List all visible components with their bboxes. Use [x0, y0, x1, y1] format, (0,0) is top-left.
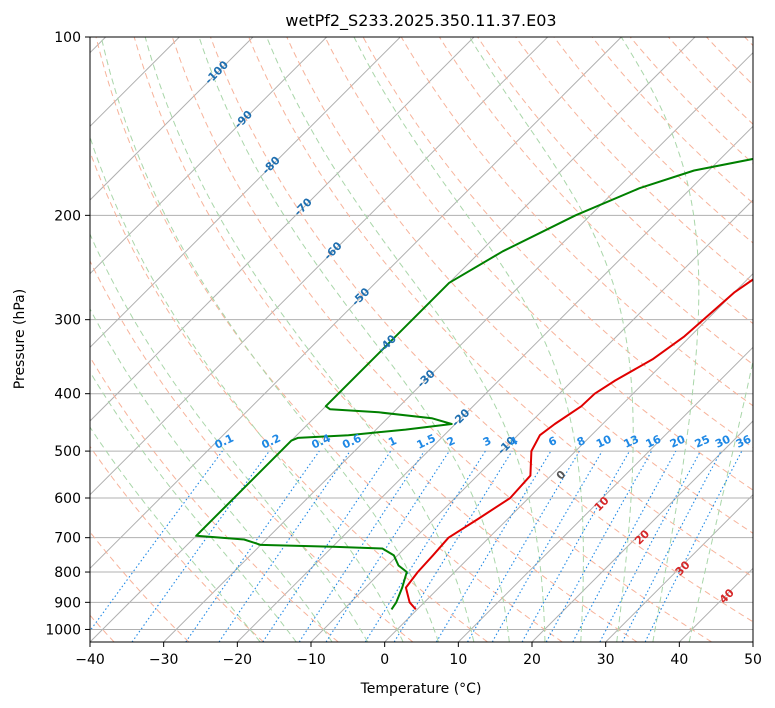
mixing-ratio-line-0.6: [218, 450, 351, 642]
isotherm--50: [90, 37, 622, 570]
dry-adiabat-40: [171, 37, 712, 642]
dry-adiabat-30: [133, 37, 638, 642]
y-tick-label: 100: [54, 30, 81, 46]
chart-title: wetPf2_S233.2025.350.11.37.E03: [285, 11, 556, 31]
mixing-ratio-line-0.4: [185, 450, 320, 642]
y-tick-label: 1000: [45, 622, 81, 638]
x-tick-label: 20: [523, 652, 541, 668]
x-tick-label: 40: [670, 652, 688, 668]
plot-frame: [89, 36, 754, 643]
y-tick-label: 200: [54, 208, 81, 224]
moist-adiabat-20: [266, 37, 546, 642]
isotherm--60: [90, 37, 549, 496]
mixing-ratio-line-1.5: [298, 450, 425, 642]
x-tick-label: −40: [75, 652, 105, 668]
y-tick-label: 700: [54, 531, 81, 547]
mixing-ratio-line-16: [545, 450, 653, 642]
x-tick-label: 10: [449, 652, 467, 668]
mixing-ratio-label: 10: [594, 432, 614, 450]
mixing-ratio-label: 20: [668, 432, 688, 450]
isotherm-30: [605, 493, 753, 642]
dry-adiabat-70: [286, 37, 753, 534]
moist-adiabat-5: [100, 37, 439, 642]
x-tick-label: −30: [149, 652, 179, 668]
mixing-ratio-label: 36: [734, 432, 754, 450]
dry-adiabat-80: [324, 37, 753, 491]
moist-adiabat-35: [620, 37, 700, 642]
isotherm--80: [90, 37, 401, 349]
dry-adiabat--10: [90, 356, 339, 642]
isotherm--20: [236, 125, 753, 642]
isotherm--30: [163, 51, 753, 642]
mixing-ratio-label: 16: [644, 432, 664, 450]
y-tick-label: 600: [54, 491, 81, 507]
mixing-ratio-line-0.2: [131, 450, 270, 642]
sounding-series: [195, 157, 753, 611]
mixing-ratio-line-4: [393, 450, 513, 642]
x-tick-label: 0: [380, 652, 389, 668]
y-tick-label: 400: [54, 387, 81, 403]
mixing-ratio-line-0.1: [90, 450, 223, 632]
mixing-ratio-line-20: [572, 450, 677, 642]
dry-adiabat-0: [90, 259, 414, 642]
y-axis-ticks: 100 200 300 400 500 600 700 800 900 1000: [45, 30, 90, 638]
mixing-ratio-line-1: [262, 450, 392, 642]
mixing-ratio-line-2: [325, 450, 450, 642]
isotherm-10: [457, 346, 753, 642]
temperature-profile: [404, 278, 753, 611]
dewpoint-profile: [195, 157, 753, 610]
isotherm--100: [90, 37, 254, 201]
x-tick-label: 30: [597, 652, 615, 668]
dry-adiabat-20: [95, 37, 563, 642]
y-tick-label: 500: [54, 444, 81, 460]
mixing-ratio-line-13: [521, 450, 630, 642]
y-axis-label: Pressure (hPa): [12, 289, 28, 389]
x-tick-label: −20: [223, 652, 253, 668]
dry-adiabat--20: [90, 445, 264, 642]
moist-adiabat-0: [90, 135, 404, 642]
y-tick-label: 900: [54, 595, 81, 611]
y-tick-label: 300: [54, 313, 81, 329]
moist-adiabat--20: [90, 426, 261, 642]
moist-adiabat-10: [144, 37, 475, 642]
x-tick-label: 50: [744, 652, 762, 668]
moist-adiabat-40: [688, 358, 753, 642]
grid: [90, 37, 753, 642]
mixing-ratio-label: 25: [693, 433, 712, 451]
dry-adiabat-50: [210, 37, 753, 623]
x-tick-label: −10: [296, 652, 326, 668]
moist-adiabat-15: [198, 37, 510, 642]
moist-adiabat--5: [90, 232, 369, 642]
x-axis-label: Temperature (°C): [360, 681, 482, 697]
isotherm--70: [90, 37, 475, 422]
y-tick-label: 800: [54, 565, 81, 581]
mixing-ratio-label: 13: [622, 433, 641, 451]
moist-adiabat-25: [353, 37, 584, 642]
mixing-ratio-line-36: [644, 450, 743, 642]
moist-adiabat--15: [90, 370, 297, 642]
x-axis-ticks: −40 −30 −20 −10 0 10 20 30 40 50: [75, 642, 762, 668]
mixing-ratio-lines: [90, 450, 743, 642]
isotherm--90: [90, 37, 328, 275]
mixing-ratio-label: 30: [713, 432, 733, 450]
moist-adiabat--10: [90, 308, 333, 642]
isotherm-0: [384, 272, 753, 642]
isotherm-20: [531, 420, 753, 642]
dry-adiabat-60: [248, 37, 753, 578]
